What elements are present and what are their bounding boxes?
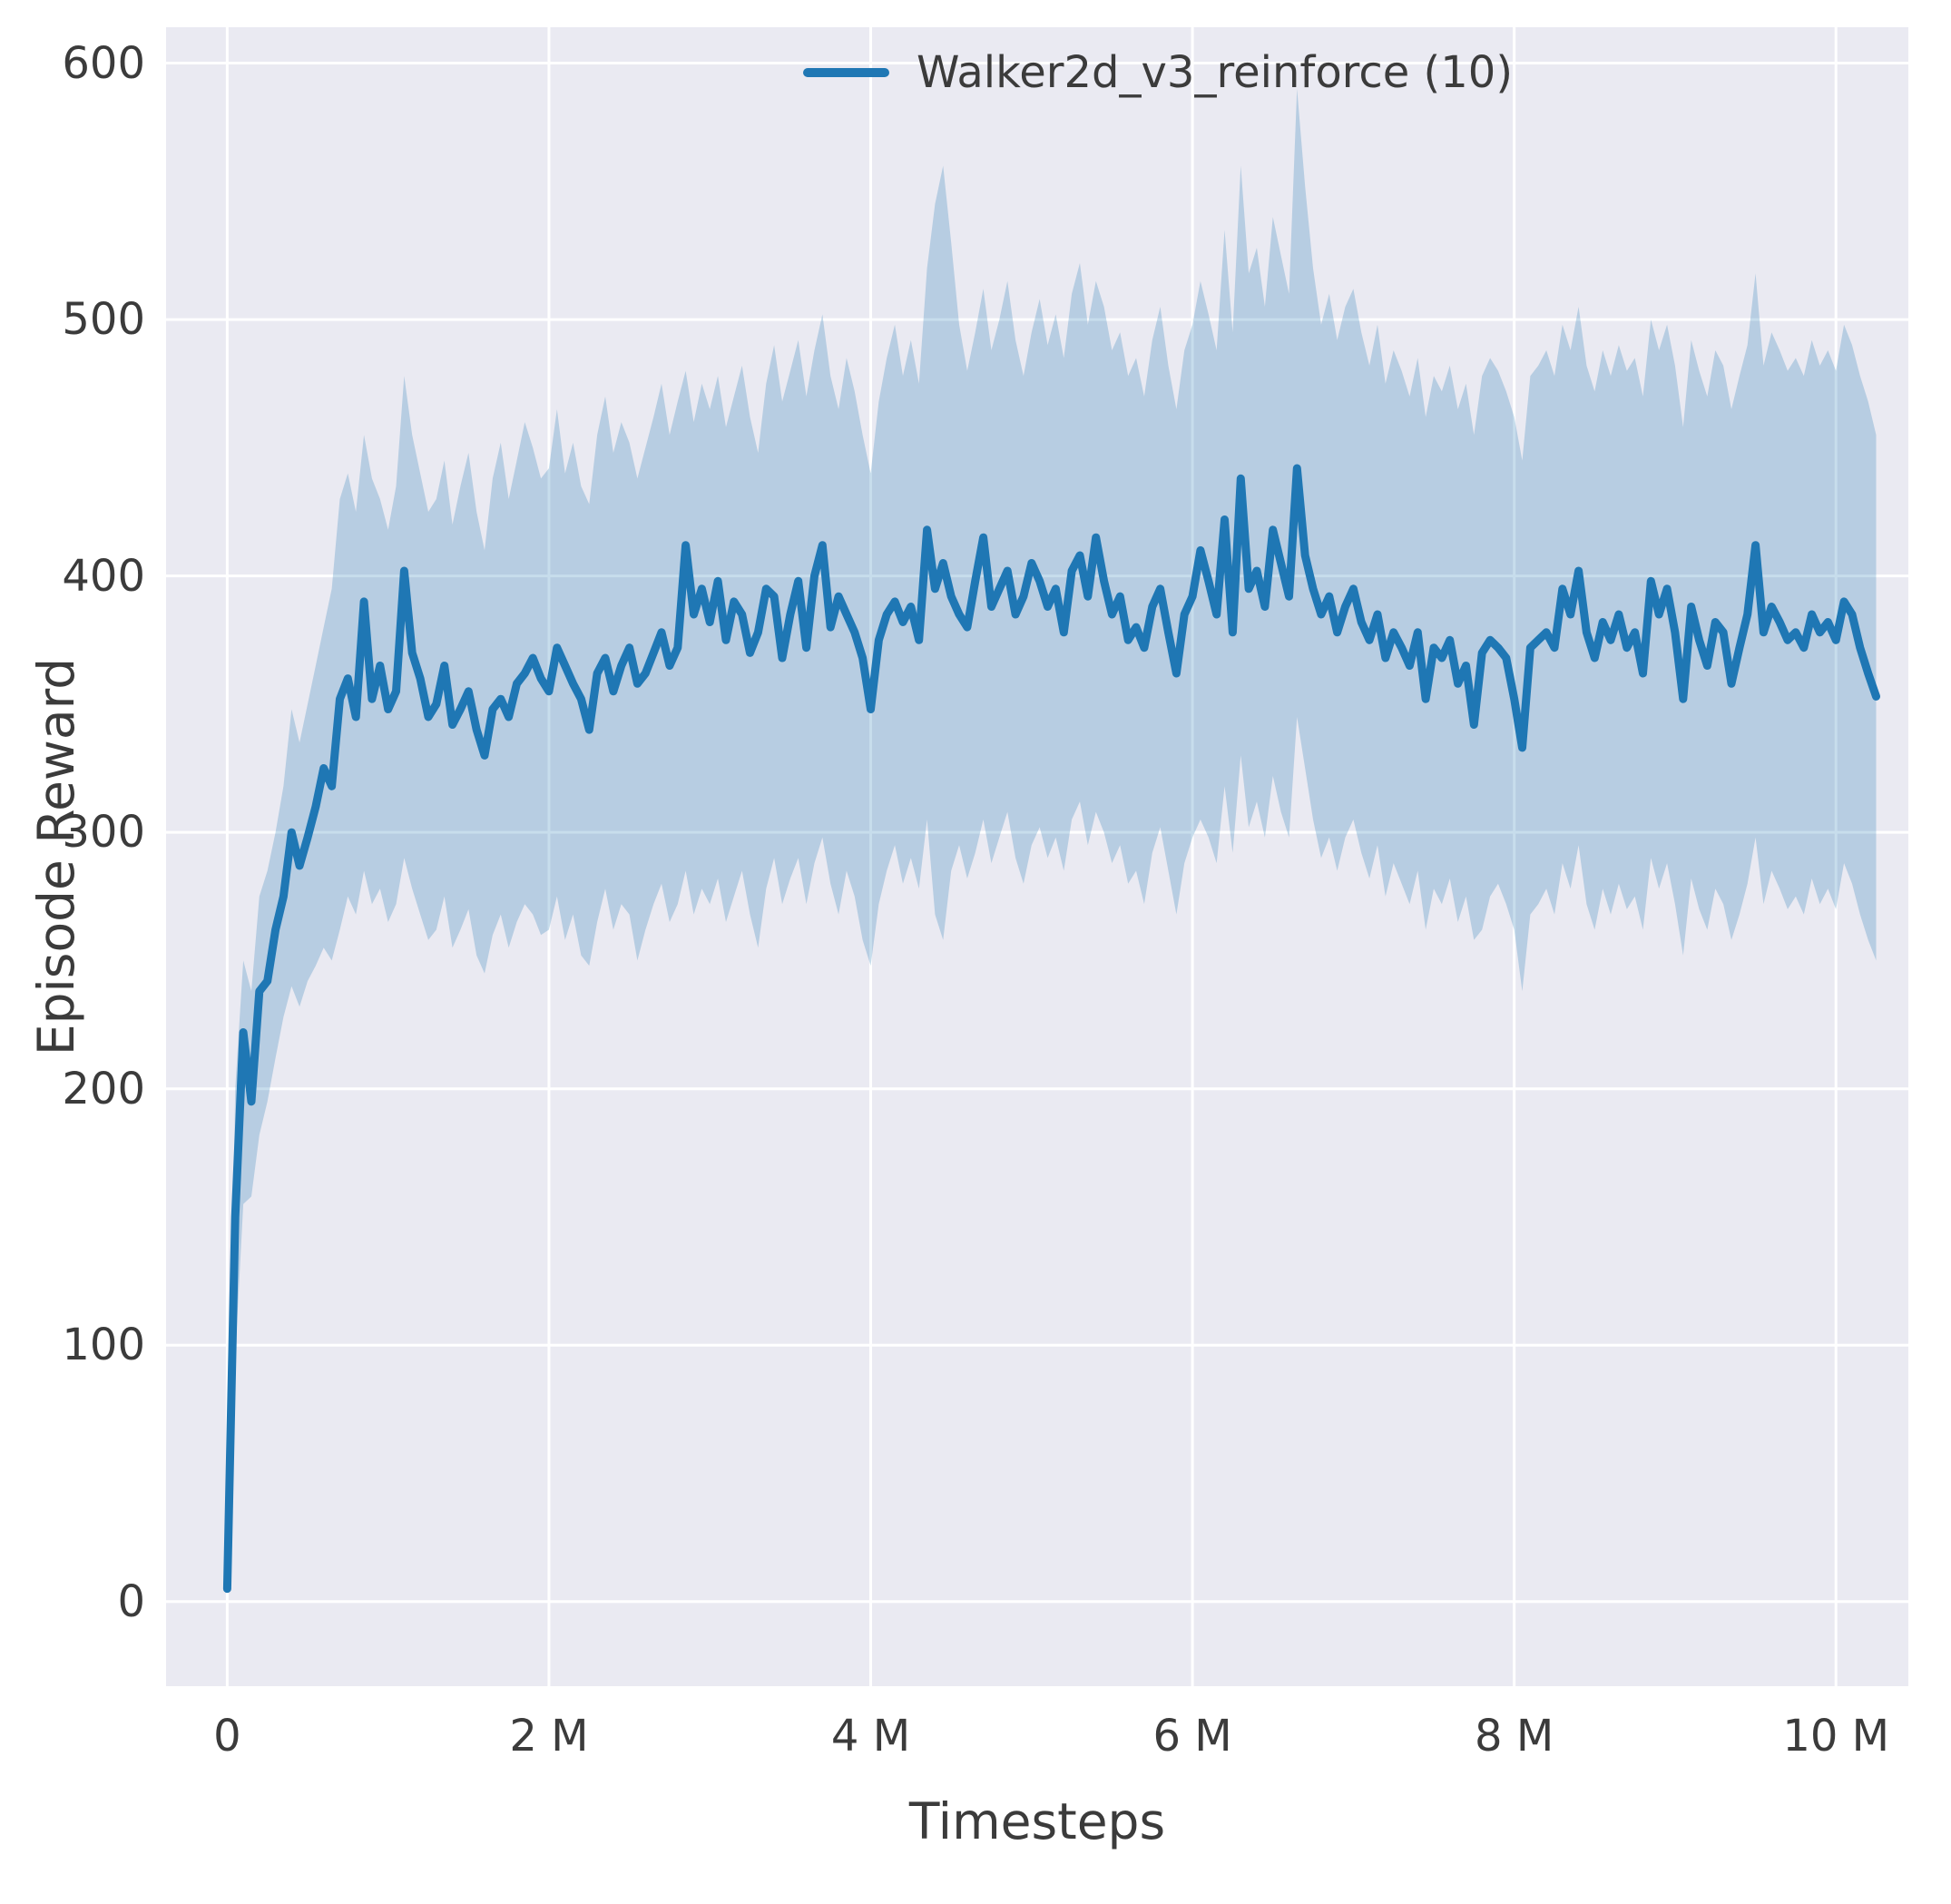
y-tick-label: 400 — [62, 550, 145, 602]
plot-svg — [166, 27, 1908, 1686]
x-tick-label: 2 M — [509, 1711, 589, 1762]
mean-line — [222, 464, 1880, 1594]
y-axis-label: Episode Reward — [27, 657, 85, 1056]
x-tick-label: 4 M — [830, 1711, 911, 1762]
legend-line-swatch — [803, 68, 889, 77]
legend-entry-label: Walker2d_v3_reinforce (10) — [917, 47, 1514, 98]
x-tick-label: 10 M — [1782, 1711, 1890, 1762]
x-tick-label: 6 M — [1152, 1711, 1232, 1762]
y-tick-label: 100 — [62, 1320, 145, 1371]
x-tick-label: 0 — [213, 1711, 241, 1762]
plot-area — [166, 27, 1908, 1686]
y-tick-label: 0 — [117, 1575, 145, 1627]
confidence-band — [227, 88, 1877, 1592]
x-tick-label: 8 M — [1475, 1711, 1554, 1762]
y-tick-label: 200 — [62, 1063, 145, 1114]
x-axis-label: Timesteps — [908, 1792, 1166, 1850]
y-tick-label: 600 — [62, 37, 145, 89]
y-tick-label: 500 — [62, 294, 145, 346]
y-tick-label: 300 — [62, 807, 145, 859]
legend: Walker2d_v3_reinforce (10) — [803, 47, 1513, 98]
